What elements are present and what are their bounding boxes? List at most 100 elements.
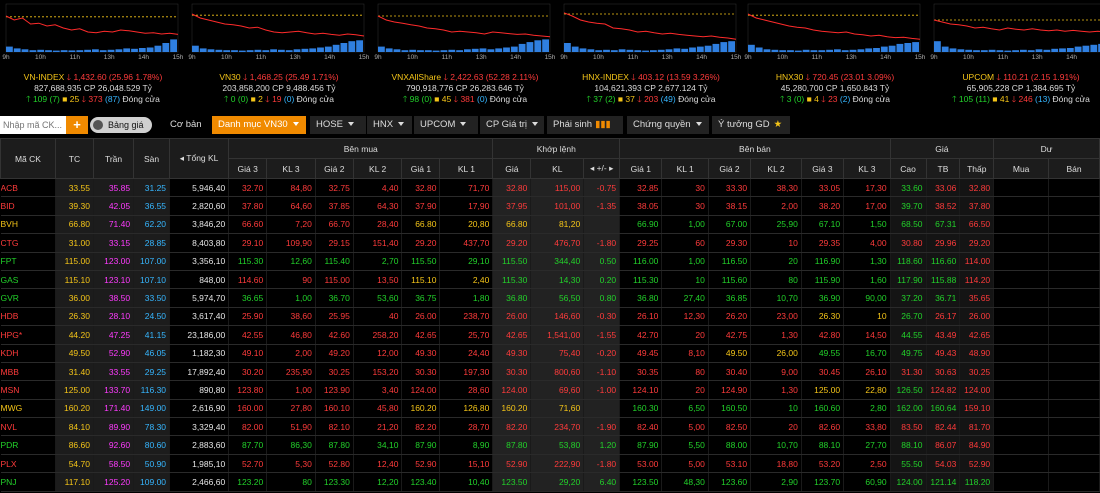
col-price-tb[interactable]: TB [925,158,961,179]
col-buy-kl1[interactable]: KL 1 [439,158,494,179]
tab-derivatives[interactable]: Phái sinh ▮▮▮ [547,116,623,145]
col-sell-kl3[interactable]: KL 3 [843,158,891,179]
table-row[interactable]: HPG* 44.20 47.25 41.15 23,186,00 42.55 46,80 42… [0,325,1100,345]
col-price-thp[interactable]: Thấp [959,158,995,179]
table-row[interactable]: GVR 36.00 38.50 33.50 5,974,70 36.65 1,00 36.70… [0,288,1100,308]
tab-hnx[interactable]: HNX [367,116,412,134]
symbol-cell[interactable]: CTG [0,233,56,253]
col-total-volume[interactable]: ◂ Tổng KL [169,138,230,179]
symbol-cell[interactable]: MBB [0,362,56,382]
table-row[interactable]: BVH 66.80 71.40 62.20 3,846,20 66.60 7,20 66.70… [0,215,1100,235]
col-symbol[interactable]: Mã CK [0,138,56,179]
tab-trade-ideas[interactable]: Ý tưởng GD ★ [712,116,790,134]
symbol-cell[interactable]: NVL [0,417,56,437]
table-row[interactable]: GAS 115.10 123.10 107.10 848,00 114.60 90 115.0… [0,270,1100,290]
col-sell-kl2[interactable]: KL 2 [750,158,802,179]
tab-hose[interactable]: HOSE [310,116,366,134]
table-row[interactable]: MBB 31.40 33.55 29.25 17,892,40 30.20 235,90 30… [0,362,1100,382]
tab-value-stocks[interactable]: CP Giá trị [480,116,544,134]
symbol-cell[interactable]: ACB [0,178,56,198]
symbol-cell[interactable]: GVR [0,288,56,308]
buy-price-cell: 82.20 [401,417,441,437]
table-row[interactable]: HDB 26.30 28.10 24.50 3,617,40 25.90 38,60 25.9… [0,307,1100,327]
index-card-hnx30[interactable]: 9h 10h 11h 13h 14h 15h HNX30 🡓 720.45 (23.01 3… [742,0,928,108]
col-ceiling[interactable]: Trần [92,138,135,179]
chevron-down-icon [292,122,299,127]
price-board-toggle[interactable]: Bảng giá [90,117,152,133]
change-cell: -0.20 [583,344,621,363]
sell-price-cell: 88.10 [801,435,845,455]
col-sell-gi2[interactable]: Giá 2 [707,158,752,179]
index-card-upcom[interactable]: 9h10h11h13h14h15hUPCOM 🡓 110.21 (2.15 1.… [928,0,1100,108]
index-card-hnx-index[interactable]: 9h 10h 11h 13h 14h 15h HNX-INDEX 🡓 403.12 (13.… [558,0,744,108]
table-row[interactable]: MWG 160.20 171.40 149.00 2,616,90 160.00 27,80… [0,399,1100,419]
axis-label: 9h [744,54,752,60]
symbol-cell[interactable]: GAS [0,270,56,290]
symbol-cell[interactable]: PNJ [0,472,56,492]
index-card-vn30[interactable]: 9h 10h 11h 13h 14h 15h VN30 🡓 1,468.25 (25.49 … [186,0,372,108]
col-buy-gi3[interactable]: Giá 3 [228,158,268,179]
sell-price-cell: 49.50 [708,344,752,363]
chevron-down-icon [532,122,539,127]
symbol-cell[interactable]: BID [0,196,56,216]
symbol-cell[interactable]: MWG [0,399,56,419]
symbol-cell[interactable]: PLX [0,454,56,474]
col-sell-gi1[interactable]: Giá 1 [619,158,663,179]
index-card-vnxallshare[interactable]: 9h 10h 11h 13h 14h 15h VNXAllShare 🡓 2,422.63 … [372,0,558,108]
index-line [191,13,365,37]
symbol-cell[interactable]: MSN [0,380,56,400]
col-price-cao[interactable]: Cao [889,158,927,179]
volume-bar [29,50,37,52]
col-buy-gi2[interactable]: Giá 2 [314,158,354,179]
col-du-mua[interactable]: Mua [993,158,1050,179]
symbol-cell[interactable]: BVH [0,215,56,235]
add-symbol-button[interactable]: + [66,116,88,134]
symbol-cell[interactable]: HPG* [0,325,56,345]
basic-view-button[interactable]: Cơ bản [170,119,202,130]
table-row[interactable]: ACB 33.55 35.85 31.25 5,946,40 32.70 84,80 32.7… [0,178,1100,198]
buy-volume-cell: 13,50 [353,270,403,290]
col-sell-kl1[interactable]: KL 1 [661,158,709,179]
symbol-cell[interactable]: PDR [0,435,56,455]
symbol-cell[interactable]: KDH [0,344,56,363]
col-match-gi[interactable]: Giá [492,158,532,179]
table-row[interactable]: PDR 86.60 92.60 80.60 2,883,60 87.70 86,30 87.8… [0,435,1100,455]
table-row[interactable]: BID 39.30 42.05 36.55 2,820,60 37.80 64,60 37.8… [0,196,1100,216]
tab-vn30-watchlist[interactable]: Danh mục VN30 [212,116,306,134]
sell-volume-cell: 27,40 [661,288,709,308]
col-match-kl[interactable]: KL [530,158,585,179]
volume-bar [84,49,91,52]
volume-bar [634,50,642,52]
symbol-search-input[interactable] [0,116,66,134]
table-row[interactable]: KDH 49.50 52.90 46.05 1,182,30 49.10 2,00 49.20… [0,344,1100,363]
col-floor[interactable]: Sàn [133,138,171,179]
chevron-down-icon [695,122,702,127]
sell-price-cell: 29.30 [708,233,752,253]
table-row[interactable]: NVL 84.10 89.90 78.30 3,329,40 82.00 51,90 82.1… [0,417,1100,437]
table-row[interactable]: PNJ 117.10 125.20 109.00 2,466,60 123.20 80 123… [0,472,1100,492]
col-sell-gi3[interactable]: Giá 3 [800,158,845,179]
table-row[interactable]: MSN 125.00 133.70 116.30 890,80 123.80 1,00 123… [0,380,1100,400]
table-row[interactable]: PLX 54.70 58.50 50.90 1,985,10 52.70 5,30 52.80… [0,454,1100,474]
col-du-bn[interactable]: Bán [1048,158,1100,179]
tab-warrants[interactable]: Chứng quyền [627,116,709,134]
match-volume-cell: 75,40 [530,344,585,363]
col-buy-gi1[interactable]: Giá 1 [401,158,441,179]
table-row[interactable]: FPT 115.00 123.00 107.00 3,356,10 115.30 12,60… [0,252,1100,271]
col-buy-kl2[interactable]: KL 2 [352,158,403,179]
col-buy-kl3[interactable]: KL 3 [266,158,316,179]
buy-volume-cell: 1,80 [439,288,494,308]
index-card-vn-index[interactable]: 9h 10h 11h 13h 14h 15h VN-INDEX 🡓 1,432.60 (25… [0,0,186,108]
symbol-cell[interactable]: FPT [0,252,56,271]
tab-upcom[interactable]: UPCOM [414,116,478,134]
col-match-+-[interactable]: ◂ +/- ▸ [583,158,621,179]
col-ref[interactable]: TC [54,138,94,179]
symbol-cell[interactable]: HDB [0,307,56,327]
table-row[interactable]: CTG 31.00 33.15 28.85 8,403,80 29.10 109,90 29.… [0,233,1100,253]
